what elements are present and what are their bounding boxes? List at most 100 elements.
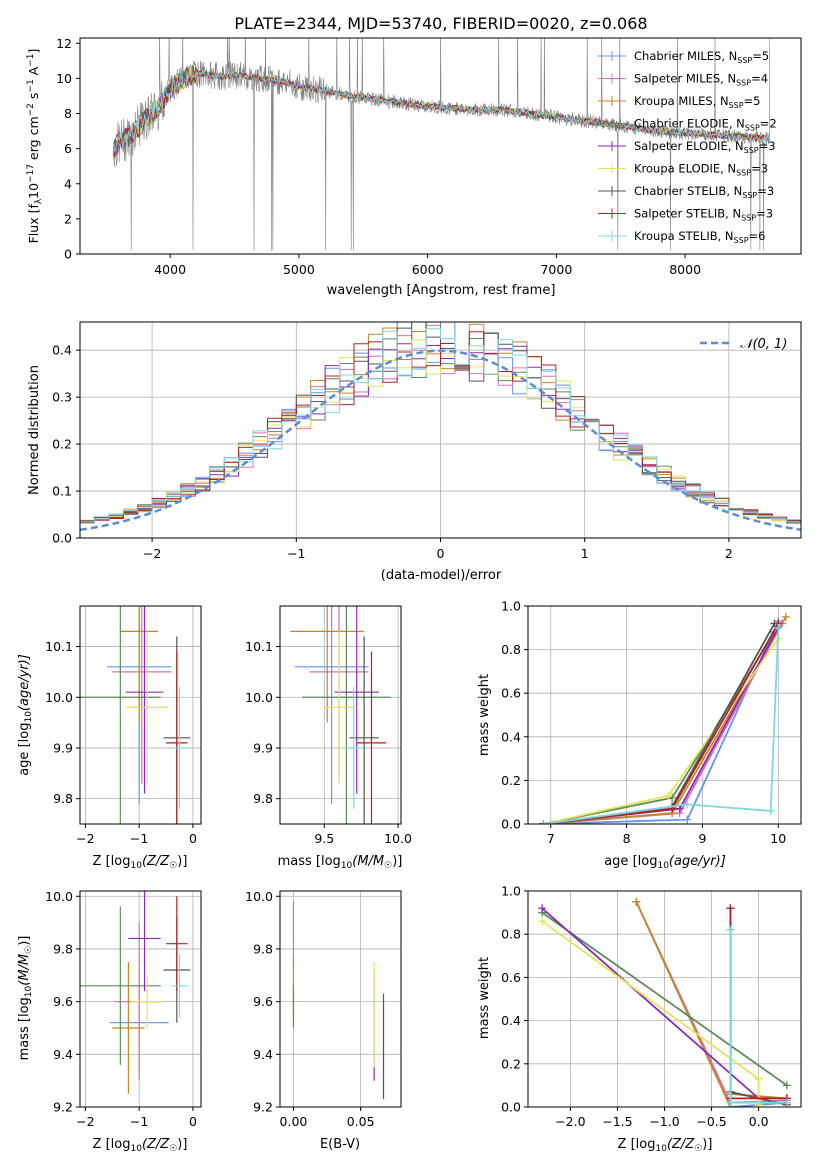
y-tick-label: 9.8	[53, 791, 73, 806]
weight-marker	[781, 612, 790, 621]
y-tick-label: 9.8	[253, 941, 273, 956]
weight-marker	[683, 815, 692, 824]
y-tick-label: 6	[64, 141, 72, 156]
x-tick-label: 0	[437, 546, 445, 561]
y-tick-label: 9.6	[253, 994, 273, 1009]
massZ-ylabel: mass [log10(M/M☉)]	[17, 936, 34, 1061]
x-tick-label: 2	[725, 546, 733, 561]
y-tick-label: 10	[56, 71, 72, 86]
panel-age-vs-mass: 9.5 10.0 9.8 9.9 10.0 10.1	[245, 605, 412, 846]
x-tick-label: −2	[76, 1114, 94, 1129]
wZ-ylabel: mass weight	[477, 957, 492, 1039]
panel-plot-area	[80, 891, 201, 1107]
legend-label: Salpeter STELIB, NSSP=3	[634, 207, 773, 223]
legend-label: Kroupa MILES, NSSP=5	[634, 94, 760, 110]
y-tick-label: 0.8	[501, 642, 521, 657]
x-tick-label: 7000	[540, 262, 572, 277]
y-tick-label: 10.0	[245, 690, 273, 705]
y-tick-label: 2	[64, 211, 72, 226]
weight-marker	[538, 917, 547, 926]
panel-frame	[527, 605, 802, 825]
y-tick-label: 0.6	[501, 970, 521, 985]
x-tick-label: −2	[76, 831, 94, 846]
y-tick-label: 0.2	[501, 1056, 521, 1071]
y-tick-label: 10.0	[45, 690, 73, 705]
weight-line	[543, 627, 780, 824]
panel-frame	[279, 605, 402, 825]
x-tick-label: 0.0	[749, 1114, 769, 1129]
weight-marker	[766, 806, 775, 815]
x-tick-label: 8000	[669, 262, 701, 277]
spectrum-ticks: 4000 5000 6000 7000 8000 0 2 4 6 8 10 12	[56, 36, 701, 277]
massZ-xlabel: Z [log10(Z/Z☉)]	[93, 1137, 188, 1154]
x-tick-label: 7	[547, 831, 555, 846]
y-tick-label: 0.0	[501, 817, 521, 832]
weight-marker	[664, 791, 673, 800]
x-tick-label: 0	[189, 1114, 197, 1129]
legend-label: Kroupa STELIB, NSSP=6	[634, 229, 765, 245]
wAge-ylabel: mass weight	[477, 674, 492, 756]
panel-plot-area	[528, 891, 801, 1107]
x-tick-label: −0.5	[696, 1114, 726, 1129]
spectrum-xlabel: wavelength [Angstrom, rest frame]	[327, 283, 556, 298]
x-tick-label: −2.0	[555, 1114, 585, 1129]
weight-marker	[782, 1081, 791, 1090]
weight-marker	[539, 820, 548, 824]
legend-label: Kroupa ELODIE, NSSP=3	[634, 162, 768, 178]
weight-marker	[774, 623, 783, 632]
residual-histograms	[80, 322, 801, 538]
y-tick-label: 0	[64, 247, 72, 262]
x-tick-label: 5000	[283, 262, 315, 277]
panel-mass-vs-ebv: 0.00 0.05 9.2 9.4 9.6 9.8 10.0	[245, 889, 402, 1129]
spectrum-model-line	[113, 66, 770, 152]
y-tick-label: 9.9	[53, 740, 73, 755]
legend-label: Chabrier ELODIE, NSSP=2	[634, 117, 777, 133]
y-tick-label: 0.4	[501, 1013, 521, 1028]
panel-frame	[79, 605, 202, 825]
x-tick-label: −1.0	[649, 1114, 679, 1129]
y-tick-label: 1.0	[501, 884, 521, 899]
y-tick-label: 9.8	[53, 941, 73, 956]
legend-label: Chabrier STELIB, NSSP=3	[634, 184, 774, 200]
panel-frame	[527, 890, 802, 1108]
residual-xlabel: (data-model)/error	[381, 568, 502, 583]
residual-histogram	[80, 328, 801, 526]
panel-mass-vs-metallicity: −2 −1 0 9.2 9.4 9.6 9.8 10.0	[45, 889, 202, 1129]
y-tick-label: 10.0	[45, 889, 73, 904]
x-tick-label: 9.5	[314, 831, 334, 846]
legend-label: Salpeter MILES, NSSP=4	[634, 72, 768, 88]
x-tick-label: 4000	[154, 262, 186, 277]
panel-plot-area	[80, 606, 201, 824]
y-tick-label: 9.8	[253, 791, 273, 806]
legend-label: Chabrier MILES, NSSP=5	[634, 49, 769, 65]
y-tick-label: 4	[64, 176, 72, 191]
panel-plot-area	[280, 891, 401, 1107]
weight-marker	[726, 904, 735, 913]
x-tick-label: 0	[189, 831, 197, 846]
massE-xlabel: E(B-V)	[320, 1137, 360, 1152]
weight-line	[541, 911, 788, 1087]
x-tick-label: 1	[581, 546, 589, 561]
y-tick-label: 9.4	[253, 1047, 273, 1062]
y-tick-label: 0.6	[501, 686, 521, 701]
y-tick-label: 1.0	[501, 599, 521, 614]
panel-frame	[279, 890, 402, 1108]
y-tick-label: 9.6	[53, 994, 73, 1009]
y-tick-label: 0.4	[501, 729, 521, 744]
weight-marker	[726, 1098, 735, 1107]
x-tick-label: 10.0	[384, 831, 412, 846]
y-tick-label: 9.2	[53, 1100, 73, 1115]
x-tick-label: 0.00	[280, 1114, 308, 1129]
y-tick-label: 0.4	[52, 343, 72, 358]
panel-weight-vs-metallicity: −2.0 −1.5 −1.0 −0.5 0.0 0.0 0.2 0.4 0.6 0.8 1.0	[501, 884, 802, 1129]
figure-title: PLATE=2344, MJD=53740, FIBERID=0020, z=0…	[234, 14, 647, 33]
spectrum-frame	[79, 37, 802, 255]
normal-curve	[80, 349, 801, 532]
weight-marker	[538, 904, 547, 913]
panel-age-vs-metallicity: −2 −1 0 9.8 9.9 10.0 10.1	[45, 605, 202, 846]
x-tick-label: 9	[698, 831, 706, 846]
y-tick-label: 0.2	[501, 773, 521, 788]
weight-marker	[632, 897, 641, 906]
x-tick-label: 10	[770, 831, 786, 846]
